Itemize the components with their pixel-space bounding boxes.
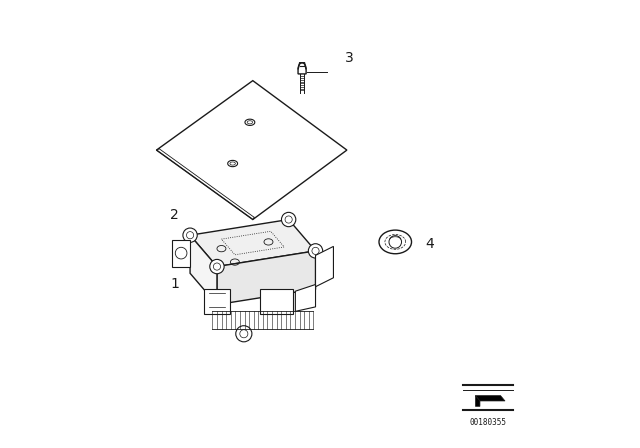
Text: 3: 3 <box>345 51 353 65</box>
Circle shape <box>183 228 197 242</box>
Polygon shape <box>316 246 333 287</box>
Circle shape <box>236 326 252 342</box>
Polygon shape <box>157 81 347 220</box>
Polygon shape <box>296 284 316 311</box>
Polygon shape <box>260 289 293 314</box>
Text: 4: 4 <box>425 237 434 251</box>
Text: 00180355: 00180355 <box>470 418 506 427</box>
Polygon shape <box>298 63 306 74</box>
Circle shape <box>308 244 323 258</box>
Text: 1: 1 <box>170 277 179 292</box>
Circle shape <box>210 259 224 274</box>
Polygon shape <box>190 235 217 305</box>
Polygon shape <box>204 289 230 314</box>
Polygon shape <box>476 396 480 406</box>
Polygon shape <box>217 251 316 305</box>
Text: 2: 2 <box>170 208 179 222</box>
Ellipse shape <box>379 230 412 254</box>
Polygon shape <box>190 220 316 267</box>
Circle shape <box>282 212 296 227</box>
Polygon shape <box>172 240 190 267</box>
Polygon shape <box>476 396 505 401</box>
